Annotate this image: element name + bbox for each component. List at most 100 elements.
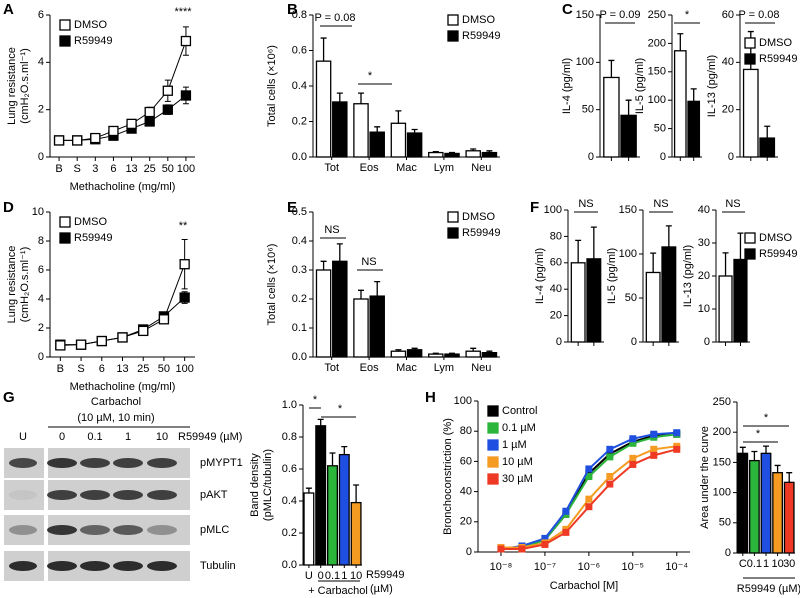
x-tick-label: 13 (125, 163, 137, 175)
lane-label: 1 (125, 431, 131, 443)
data-point (158, 314, 170, 325)
bar (315, 425, 327, 566)
data-point (650, 430, 658, 438)
data-point (162, 85, 173, 96)
y-tick-label: 60 (460, 455, 472, 467)
bar (353, 103, 369, 158)
bar (369, 131, 385, 158)
y-tick-label: 40 (698, 204, 710, 216)
bar (481, 351, 498, 358)
error-bar (739, 446, 746, 454)
data-point (179, 259, 190, 270)
legend-marker (744, 248, 756, 260)
x-axis-label: Carbachol [M] (550, 580, 618, 592)
y-tick-label: 250 (713, 396, 731, 408)
legend-label: 10 µM (502, 456, 533, 468)
y-tick-label: 150 (648, 66, 666, 78)
legend-label: R59949 (462, 30, 501, 42)
data-point (55, 340, 66, 351)
legend-marker (744, 53, 756, 65)
x-tick-label: 10 (350, 570, 362, 582)
panel-label: A (3, 1, 14, 18)
blot-band (9, 561, 37, 571)
data-point (108, 125, 119, 137)
error-bar (764, 125, 771, 139)
annotation: NS (578, 198, 593, 210)
error-bar (722, 252, 729, 276)
data-point (162, 104, 173, 115)
legend-marker (487, 439, 499, 451)
error-bar (320, 260, 327, 270)
y-tick-label: 150 (576, 9, 594, 21)
x-tick-label: 6 (99, 363, 105, 375)
bar (444, 152, 460, 158)
error-bar (395, 110, 402, 124)
x-tick-label: Neu (471, 362, 491, 374)
data-point (518, 545, 526, 553)
x-tick-label: Mac (396, 162, 417, 174)
y-axis-label: IL-5 (pg/ml) (606, 248, 618, 304)
annotation: NS (725, 198, 740, 210)
bar (350, 501, 362, 566)
panel-label: B (287, 1, 298, 18)
y-tick-label: 0 (704, 336, 710, 348)
error-bar (625, 99, 632, 116)
error-bar (751, 450, 758, 461)
y-tick-label: 10 (698, 303, 710, 315)
y-tick-label: 0.8 (282, 431, 297, 443)
y-tick-label: 100 (713, 487, 731, 499)
legend-marker (744, 37, 756, 49)
legend-marker (447, 30, 459, 42)
data-point (629, 454, 637, 462)
row-label: pMYPT1 (200, 457, 243, 469)
blot-band (80, 525, 110, 535)
blot-band (113, 490, 143, 500)
error-bar (650, 252, 657, 273)
y-tick-label: 200 (713, 426, 731, 438)
legend-label: R59949 (462, 227, 501, 239)
x-tick-label: 30 (783, 558, 795, 570)
x-tick-label: 100 (175, 363, 193, 375)
y-tick-label: 0.0 (292, 351, 307, 363)
legend-marker (447, 14, 459, 26)
data-point (585, 465, 593, 473)
data-point (179, 292, 190, 303)
x-tick-label: C (739, 558, 747, 570)
bar (586, 258, 602, 343)
legend-marker (59, 216, 71, 228)
data-point (585, 473, 593, 480)
error-bar (677, 33, 684, 51)
y-tick-label: 4 (38, 56, 44, 68)
series-line (59, 95, 187, 141)
data-point (606, 480, 614, 488)
error-bar (690, 88, 697, 102)
y-tick-label: 100 (454, 395, 472, 407)
y-tick-label: 150 (619, 204, 637, 216)
bar (465, 150, 481, 158)
data-point (585, 503, 593, 511)
y-axis-label: (cmH₂O.s.ml⁻¹) (19, 48, 31, 123)
legend-marker (487, 473, 499, 485)
data-point (75, 339, 87, 350)
x-axis-label: R59949 (366, 569, 405, 581)
y-tick-label: 6 (38, 9, 44, 21)
data-point (541, 534, 549, 542)
y-tick-label: 0.1 (292, 322, 307, 334)
y-tick-label: 100 (576, 56, 594, 68)
data-point (90, 132, 101, 144)
x-tick-label: 10⁻⁷ (534, 561, 556, 573)
legend-marker (487, 422, 499, 434)
data-point (138, 325, 149, 337)
x-tick-label: 50 (158, 363, 170, 375)
blot-band (80, 561, 110, 571)
legend-label: 1 µM (502, 439, 527, 451)
error-bar (774, 464, 781, 473)
blot-band (47, 561, 77, 571)
bar (737, 452, 749, 554)
bar (406, 132, 423, 158)
data-point (673, 429, 681, 437)
x-tick-label: 50 (162, 163, 174, 175)
bar (673, 50, 687, 158)
error-bar (374, 280, 381, 297)
data-point (72, 135, 83, 146)
